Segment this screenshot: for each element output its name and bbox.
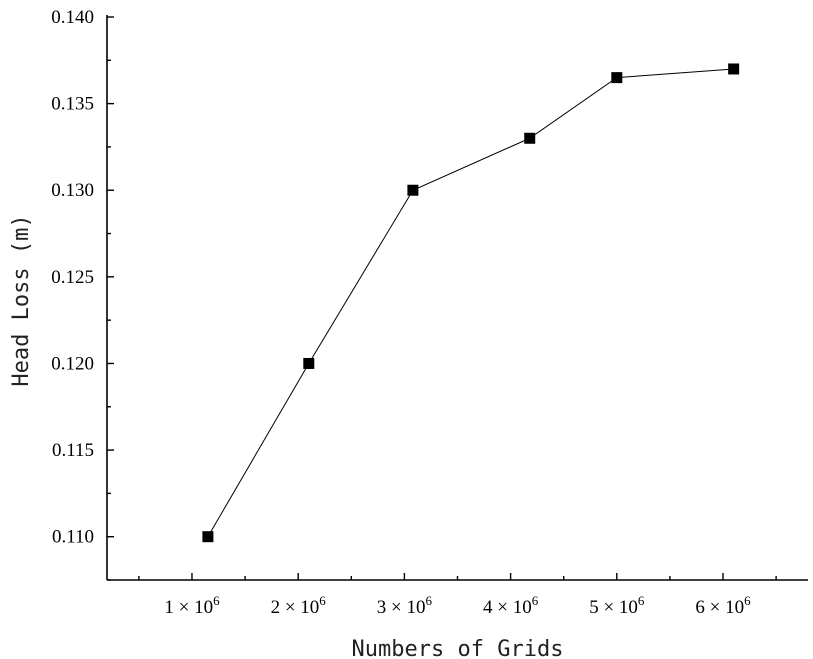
x-axis: 1 × 106 2 × 106 3 × 106 4 × 106 5 × 106 6 × 1… [138,573,777,618]
data-point [524,132,536,144]
y-tick-label: 0.110 [52,527,94,548]
plot-area [106,15,808,581]
y-axis-title: Head Loss (m) [9,214,34,386]
data-point [407,184,419,196]
data-point [728,63,740,75]
x-tick-label: 1 × 106 [164,593,220,618]
x-tick-label: 4 × 106 [483,593,539,618]
y-tick-label: 0.140 [51,7,94,28]
y-axis: 0.110 0.115 0.120 0.125 0.130 0.135 0.140 [51,7,114,581]
y-tick-label: 0.135 [51,94,94,115]
data-point [202,531,214,543]
x-tick-label: 3 × 106 [377,593,433,618]
x-tick-label: 2 × 106 [271,593,327,618]
y-tick-label: 0.120 [51,353,94,374]
data-point [611,72,623,84]
series-line [207,68,734,537]
y-tick-label: 0.130 [51,180,94,201]
x-axis-title: Numbers of Grids [352,637,564,659]
x-tick-label: 6 × 106 [695,593,751,618]
y-tick-label: 0.115 [52,440,94,461]
x-tick-label: 5 × 106 [589,593,645,618]
data-point [303,357,315,369]
y-tick-label: 0.125 [51,267,94,288]
series-group [202,63,740,543]
